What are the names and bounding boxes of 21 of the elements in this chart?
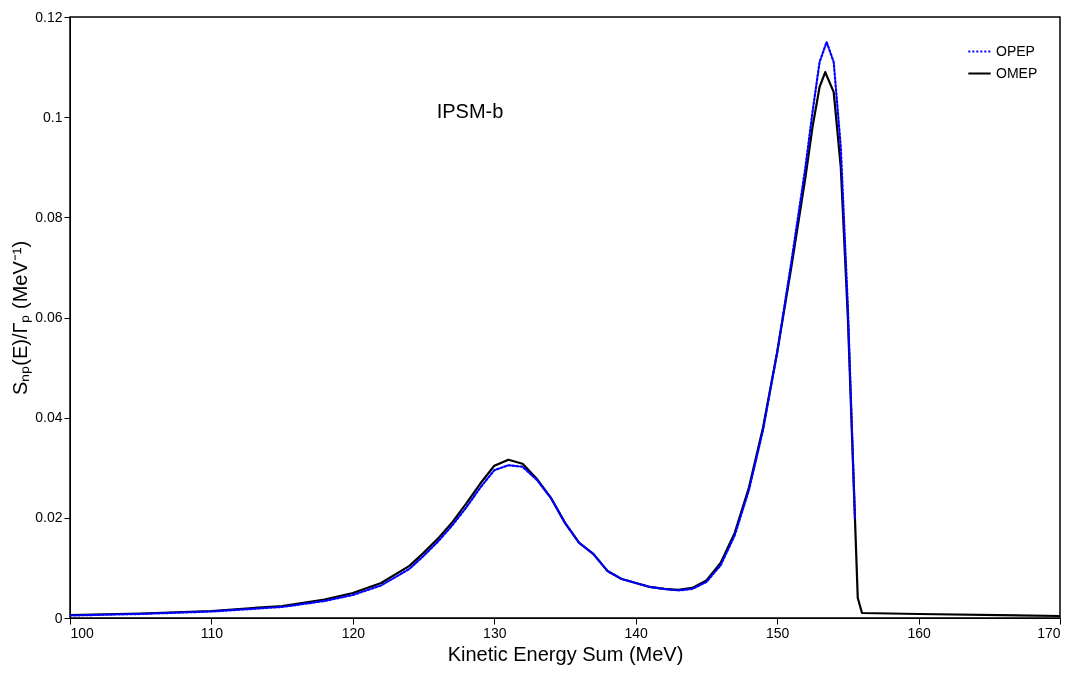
y-tick-label: 0.06 (35, 309, 63, 325)
legend-label: OMEP (996, 64, 1038, 81)
x-axis-title: Kinetic Energy Sum (MeV) (447, 642, 684, 665)
y-tick-label: 0.1 (43, 108, 63, 125)
x-tick-label: 160 (907, 624, 931, 641)
x-tick-label: 110 (200, 624, 224, 641)
y-tick-label: 0.12 (35, 8, 63, 25)
x-tick-label: 140 (624, 624, 649, 641)
y-axis-title: Sₙₚ(E)/Γₚ (MeV⁻¹) (9, 240, 33, 396)
x-tick-label: 130 (483, 624, 507, 641)
x-tick-label: 150 (765, 624, 790, 641)
y-tick-label: 0.08 (35, 208, 63, 225)
annotation: IPSM-b (436, 100, 504, 122)
legend-label: OPEP (996, 42, 1035, 59)
x-tick-label: 170 (1037, 624, 1061, 641)
y-tick-label: 0 (54, 609, 63, 626)
x-tick-label: 100 (70, 624, 95, 641)
y-tick-label: 0.02 (35, 509, 63, 526)
line-series (70, 40, 857, 617)
x-tick-label: 120 (341, 624, 366, 641)
y-tick-label: 0.04 (35, 409, 63, 426)
